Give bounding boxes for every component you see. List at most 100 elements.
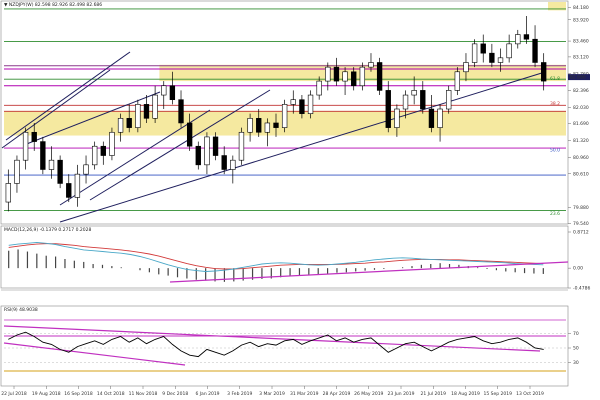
date-tick-label: 28 Apr 2019 [323,391,351,397]
candle [325,62,331,91]
price-tick-label: 80.960 [573,155,589,161]
trendline-4 [89,89,271,201]
current-price-marker [568,74,590,81]
candle [290,90,296,114]
candle-body [480,43,486,54]
macd-signal-line [8,243,544,270]
candle [195,141,201,170]
candle [161,81,167,110]
price-tick-label: 81.690 [573,121,589,127]
candle [273,113,279,137]
candle-body [333,66,340,82]
rsi-tick-label: 70 [573,331,579,337]
candle-body [541,62,547,82]
candle-body [359,66,366,87]
candle [376,57,383,96]
candle [22,127,29,170]
candle [359,62,366,91]
candle-body [212,136,219,156]
candle [48,146,55,179]
price-tick-label: 81.320 [573,138,589,144]
candle [428,95,435,133]
price-tick-label: 82.030 [573,105,589,111]
candle [100,141,106,165]
candle [368,53,374,72]
candle-body [195,145,201,166]
macd-header: MACD(12,26,9) -0.1379 0.2717 0.2028 [4,227,91,233]
candle-body [351,71,357,87]
candle [281,99,288,133]
price-tick-label: 83.460 [573,39,589,45]
fib-label: 38.2 [550,101,560,107]
rsi-tick-label: 50 [573,346,579,352]
macd-panel-frame [0,225,569,289]
candle-body [446,90,452,110]
rsi-header: RSI(9) 48.9038 [4,307,38,313]
candle-body [22,131,29,161]
date-tick-label: 22 Jul 2018 [1,391,27,397]
candle [5,169,11,212]
rsi-trendline-lower [3,342,186,366]
candle [454,67,461,96]
price-tick-label: 82.396 [573,88,589,94]
candle-body [411,90,417,96]
candle-body [31,131,37,142]
candle [152,85,158,123]
trendlines-layer [1,51,546,223]
candle-body [463,62,469,73]
macd-tick-label: 0.00 [573,266,583,272]
date-tick-label: 26 May 2019 [354,391,383,397]
candle [497,48,504,72]
current-price-label: 82.686 [570,75,586,81]
candle-body [342,71,348,82]
candle [221,146,227,175]
candle [212,132,219,161]
macd-layer [8,241,569,283]
candle [446,85,452,114]
candle-body [385,90,391,128]
candle [506,34,512,63]
date-tick-label: 11 Nov 2018 [129,391,158,397]
candle [40,136,46,175]
symbol-header: ▼ NZDJPY(W) 82.598 82.926 82.498 82.686 [4,2,102,8]
macd-tick-label: 0.8712 [573,230,589,236]
candle [420,81,426,114]
candle-body [402,94,409,110]
candle-body [420,90,426,110]
candle-body [428,108,435,128]
date-tick-label: 14 Oct 2018 [97,391,125,397]
rsi-panel-frame [0,305,569,387]
candle [515,29,521,49]
candle [541,53,547,91]
candle-body [169,85,176,101]
candle [437,104,443,142]
candle [489,43,495,68]
candle-body [161,85,167,96]
macd-tick-label: -0.4786 [573,286,591,292]
candle [109,127,115,161]
date-tick-label: 6 Jan 2019 [195,391,219,397]
candle-body [143,104,150,119]
date-tick-label: 16 Sep 2018 [64,391,93,397]
candle [83,155,89,184]
candle [402,90,409,119]
candle-body [515,34,521,45]
trendline-1 [23,91,161,146]
candle-body [325,66,331,82]
price-tick-label: 83.120 [573,55,589,61]
candle [264,118,271,147]
candle [31,122,37,151]
trendline-0 [5,51,131,141]
rsi-line [8,331,544,358]
candle-body [299,99,305,114]
candle [91,141,98,170]
candle [230,155,236,184]
date-tick-label: 15 Sep 2019 [483,391,512,397]
fib-labels: 61.8 50.0 38.2 23.6 [550,76,560,217]
candle [480,34,486,63]
trendline-3 [59,109,211,206]
candle-body [247,118,253,133]
candle-body [454,71,461,91]
candle-body [376,62,383,91]
candle-body [394,108,400,128]
